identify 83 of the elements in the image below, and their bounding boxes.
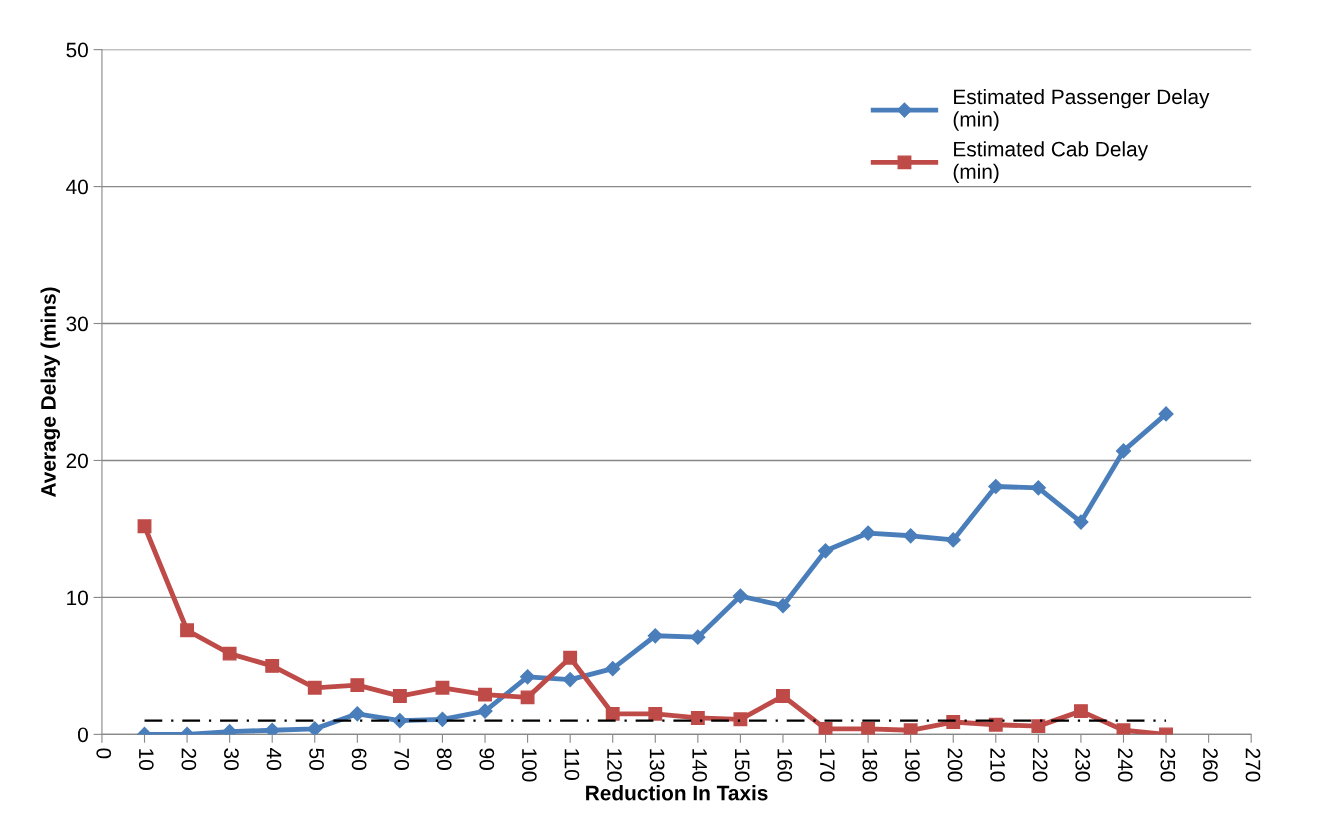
point bbox=[861, 721, 876, 735]
point bbox=[392, 689, 407, 703]
point bbox=[520, 669, 536, 685]
point bbox=[137, 519, 152, 534]
x-tick-label: 220 bbox=[1032, 748, 1048, 782]
x-tick-label: 70 bbox=[394, 748, 410, 770]
point bbox=[350, 678, 365, 693]
point bbox=[903, 528, 919, 544]
y-tick-label: 50 bbox=[66, 42, 88, 58]
x-tick-label: 230 bbox=[1075, 748, 1091, 782]
point bbox=[1116, 723, 1131, 735]
y-tick-label: 40 bbox=[66, 179, 88, 195]
point bbox=[605, 706, 620, 721]
point bbox=[1073, 704, 1088, 719]
x-tick-label: 60 bbox=[351, 748, 367, 770]
x-tick-label: 20 bbox=[181, 748, 197, 770]
point bbox=[477, 703, 493, 719]
point bbox=[435, 680, 450, 695]
point bbox=[222, 646, 237, 661]
x-tick-label: 270 bbox=[1245, 748, 1261, 782]
point bbox=[392, 713, 408, 729]
point bbox=[1073, 514, 1089, 530]
x-tick-label: 130 bbox=[649, 749, 665, 782]
y-tick-label: 0 bbox=[77, 727, 88, 743]
x-tick-label: 140 bbox=[692, 749, 708, 782]
point bbox=[733, 712, 748, 727]
x-tick-label: 210 bbox=[990, 748, 1005, 782]
x-tick-label: 260 bbox=[1203, 748, 1218, 782]
point bbox=[307, 680, 322, 695]
x-tick-label: 200 bbox=[947, 748, 963, 782]
x-tick-label: 90 bbox=[479, 748, 495, 770]
legend-label: Estimated Passenger Delay (min) bbox=[953, 88, 1210, 131]
x-axis-title: Reduction In Taxis bbox=[586, 785, 768, 801]
y-axis-title: Average Delay (mins) bbox=[40, 287, 61, 498]
point bbox=[818, 721, 833, 735]
point bbox=[307, 721, 323, 735]
point bbox=[776, 689, 790, 703]
point bbox=[562, 672, 578, 688]
point bbox=[647, 628, 663, 644]
y-tick-label: 10 bbox=[67, 590, 88, 606]
point bbox=[648, 706, 663, 721]
point bbox=[690, 629, 706, 645]
point bbox=[563, 650, 578, 665]
x-tick-label: 110 bbox=[564, 749, 580, 780]
x-tick-label: 190 bbox=[905, 749, 920, 782]
point bbox=[264, 722, 280, 735]
point bbox=[1030, 480, 1046, 496]
point bbox=[265, 658, 280, 673]
x-tick-label: 170 bbox=[819, 749, 835, 782]
point bbox=[180, 623, 195, 638]
point bbox=[732, 588, 748, 604]
point bbox=[817, 543, 834, 559]
point bbox=[988, 478, 1004, 495]
legend-label: Estimated Cab Delay (min) bbox=[953, 141, 1149, 184]
y-tick-label: 30 bbox=[66, 316, 88, 332]
y-tick-label: 20 bbox=[66, 453, 88, 469]
point bbox=[775, 598, 791, 614]
x-tick-label: 150 bbox=[734, 749, 750, 782]
x-tick-label: 160 bbox=[777, 749, 793, 782]
x-tick-label: 100 bbox=[522, 749, 537, 782]
point bbox=[1031, 719, 1046, 734]
x-tick-label: 250 bbox=[1160, 748, 1176, 782]
point bbox=[988, 717, 1003, 732]
point bbox=[945, 532, 961, 548]
point bbox=[1158, 406, 1174, 422]
x-tick-label: 80 bbox=[436, 748, 452, 770]
point bbox=[349, 706, 365, 722]
x-tick-label: 120 bbox=[607, 749, 622, 782]
x-tick-label: 50 bbox=[309, 748, 324, 770]
x-tick-label: 10 bbox=[138, 749, 154, 770]
point bbox=[690, 710, 705, 725]
point bbox=[860, 525, 876, 541]
point bbox=[1115, 443, 1132, 459]
x-tick-label: 30 bbox=[224, 748, 239, 770]
point bbox=[478, 687, 492, 702]
point bbox=[605, 661, 621, 677]
point bbox=[434, 711, 451, 727]
point bbox=[520, 690, 535, 705]
x-tick-label: 240 bbox=[1117, 748, 1133, 782]
x-tick-label: 0 bbox=[96, 748, 112, 759]
x-tick-label: 180 bbox=[862, 749, 878, 782]
x-tick-label: 40 bbox=[266, 748, 282, 770]
point bbox=[903, 723, 918, 735]
